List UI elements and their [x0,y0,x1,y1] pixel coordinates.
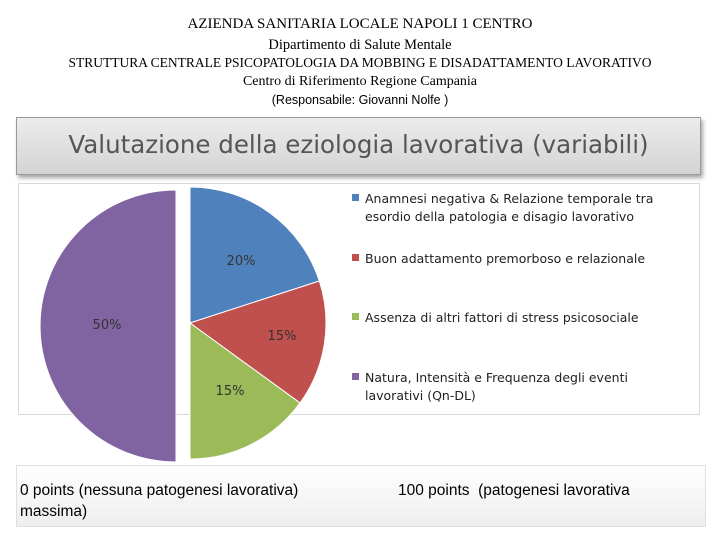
legend-swatch [352,313,359,320]
legend-label: Anamnesi negativa & Relazione temporale … [365,191,654,224]
reference-center: Centro di Riferimento Regione Campania [242,74,478,89]
legend-swatch [352,373,359,380]
scale-max-label: 100 points (patogenesi lavorativa [398,482,630,499]
scale-min-label: 0 points (nessuna patogenesi lavorativa)… [20,482,299,520]
pie-data-label: 15% [216,384,245,399]
pie-data-label: 50% [93,318,122,333]
scale-box [16,465,706,527]
structure-name: STRUTTURA CENTRALE PSICOPATOLOGIA DA MOB… [68,55,652,70]
legend-label: Buon adattamento premorboso e relazional… [365,251,646,266]
department-name: Dipartimento di Salute Mentale [268,37,452,53]
pie-slice [189,186,320,324]
legend-swatch [352,254,359,261]
org-name: AZIENDA SANITARIA LOCALE NAPOLI 1 CENTRO [187,16,533,32]
responsible-person: (Responsabile: Giovanni Nolfe ) [271,93,449,107]
slide-title: Valutazione della eziologia lavorativa (… [68,130,649,159]
legend-label: Natura, Intensità e Frequenza degli even… [365,370,628,403]
pie-data-label: 20% [227,254,256,269]
title-banner: Valutazione della eziologia lavorativa (… [16,117,701,175]
pie-data-label: 15% [268,329,297,344]
legend-swatch [352,194,359,201]
pie-slice [188,280,327,404]
pie-slice [189,322,301,460]
pie-slice [39,189,177,463]
legend-label: Assenza di altri fattori di stress psico… [365,310,639,325]
